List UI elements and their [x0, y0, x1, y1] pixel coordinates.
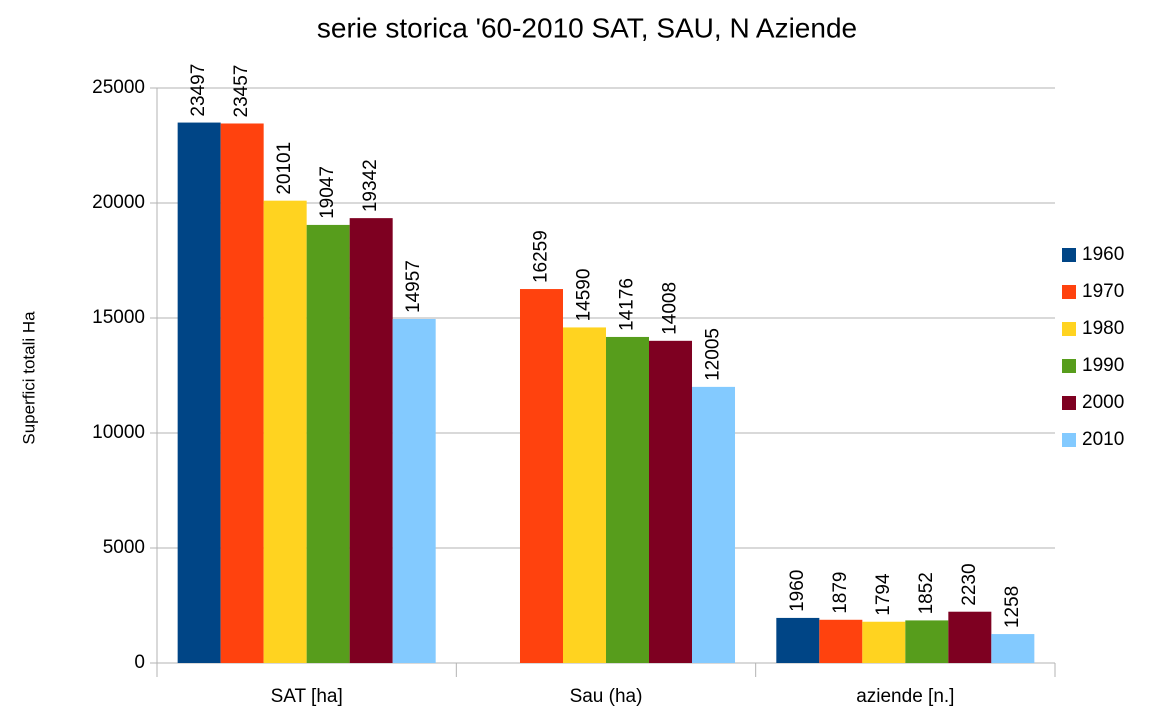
legend-swatch — [1062, 285, 1076, 299]
data-label: 20101 — [274, 142, 295, 195]
bar — [606, 336, 650, 663]
data-label: 1879 — [830, 572, 851, 614]
bar — [177, 122, 221, 664]
y-axis-label: Superfici totali Ha — [19, 311, 38, 445]
y-tick-label: 10000 — [92, 422, 145, 443]
legend-label: 1980 — [1082, 318, 1124, 339]
y-tick-label: 20000 — [92, 192, 145, 213]
x-tick-label: SAT [ha] — [271, 686, 343, 707]
bar — [519, 289, 563, 663]
legend-swatch — [1062, 433, 1076, 447]
data-label: 14008 — [660, 282, 681, 335]
legend-label: 1970 — [1082, 281, 1124, 302]
data-label: 19047 — [317, 166, 338, 219]
bar — [905, 620, 949, 663]
bar — [862, 621, 906, 663]
bar — [349, 218, 393, 663]
data-label: 2230 — [959, 563, 980, 605]
y-tick-label: 15000 — [92, 307, 145, 328]
data-label: 1794 — [873, 573, 894, 616]
legend-label: 2000 — [1082, 392, 1124, 413]
data-label: 19342 — [360, 159, 381, 212]
data-label: 23457 — [231, 65, 252, 118]
y-tick-label: 5000 — [103, 537, 145, 558]
legend-swatch — [1062, 322, 1076, 336]
legend-swatch — [1062, 396, 1076, 410]
data-label: 16259 — [531, 230, 552, 283]
data-label: 1852 — [916, 572, 937, 614]
data-label: 1960 — [787, 570, 808, 612]
bar — [306, 224, 350, 663]
y-tick-label: 25000 — [92, 77, 145, 98]
bar — [649, 340, 693, 663]
bar — [776, 617, 820, 663]
bar — [263, 200, 307, 663]
data-label: 14590 — [574, 269, 595, 322]
bar — [819, 619, 863, 663]
data-label: 14176 — [617, 278, 638, 331]
legend-label: 2010 — [1082, 429, 1124, 450]
y-tick-label: 0 — [134, 652, 145, 673]
chart-title: serie storica '60-2010 SAT, SAU, N Azien… — [317, 12, 857, 43]
data-label: 23497 — [188, 64, 209, 117]
bar — [392, 318, 436, 663]
bar — [692, 386, 736, 663]
bar — [948, 611, 992, 663]
legend-swatch — [1062, 359, 1076, 373]
bar — [220, 123, 264, 663]
data-label: 14957 — [403, 260, 424, 313]
data-label: 12005 — [703, 328, 724, 381]
x-tick-label: Sau (ha) — [570, 686, 643, 707]
data-label: 1258 — [1002, 586, 1023, 628]
legend-swatch — [1062, 248, 1076, 262]
legend-label: 1990 — [1082, 355, 1124, 376]
legend-label: 1960 — [1082, 244, 1124, 265]
x-tick-label: aziende [n.] — [856, 686, 954, 707]
bar — [562, 327, 606, 663]
bar — [991, 634, 1035, 663]
